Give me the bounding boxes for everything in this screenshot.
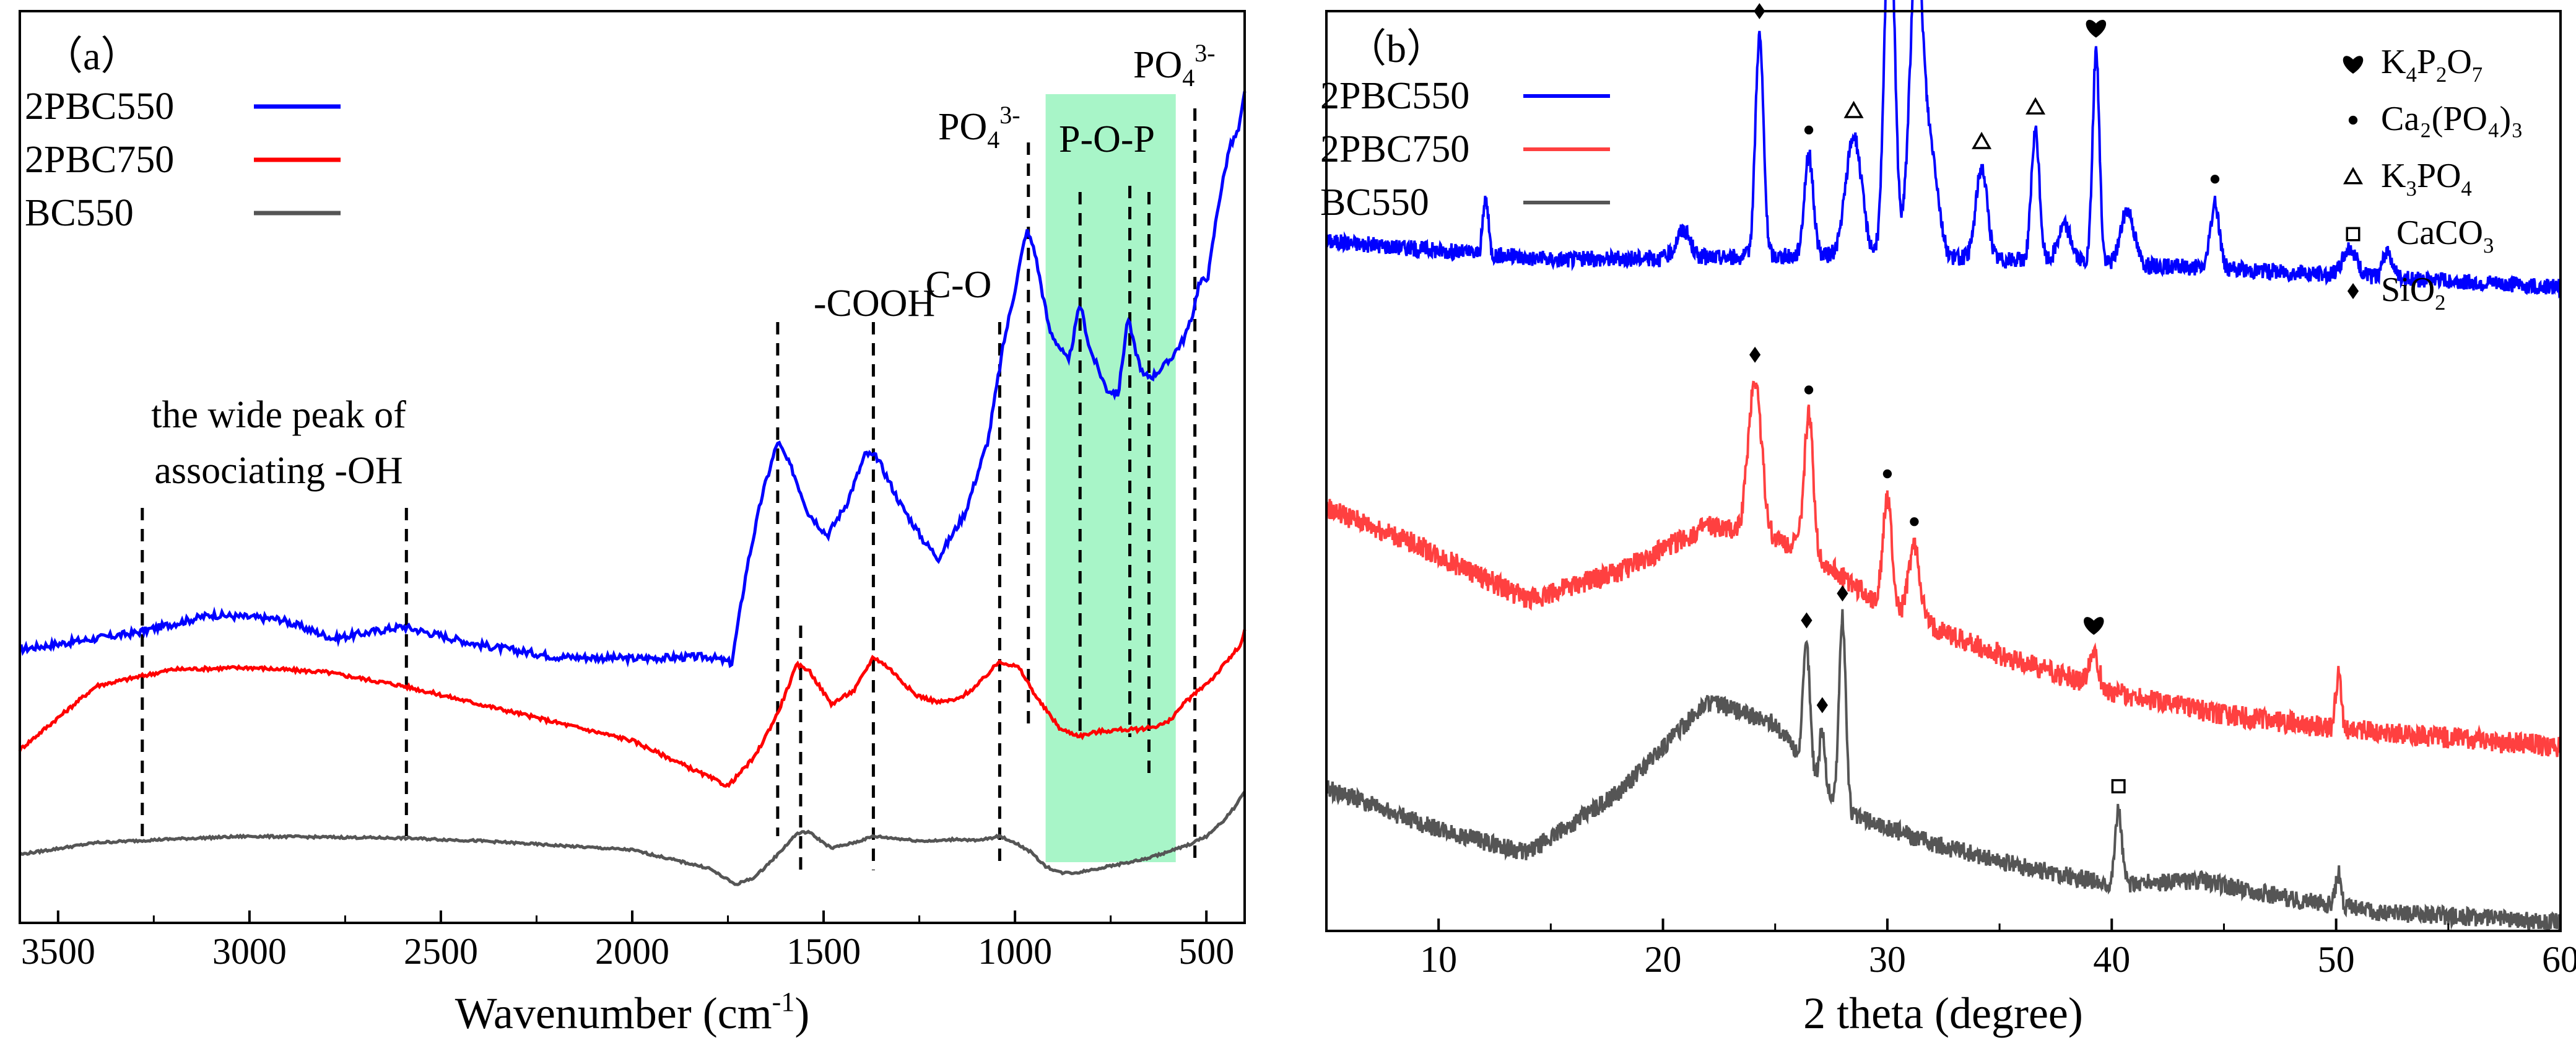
sio2-marker [1816, 697, 1828, 714]
phase-legend-label: K4P2O7 [2381, 43, 2482, 87]
k4p2o7-marker [2343, 56, 2364, 74]
ca2po43-marker [1882, 469, 1892, 479]
panel-b-peak-markers [1749, 2, 2220, 793]
panel-b-x-ticks: 10 20 30 40 50 60 [1325, 919, 2576, 980]
annotation-label: the wide peak of [151, 394, 406, 436]
sio2-marker [1837, 585, 1848, 602]
x-tick-label: 2000 [595, 931, 669, 972]
x-tick-label: 60 [2542, 939, 2576, 980]
legend-label: 2PBC550 [25, 85, 174, 128]
annotation-po4: PO43- [1133, 39, 1216, 92]
caco3-marker [2111, 779, 2126, 793]
ca2po43-marker [2210, 175, 2220, 184]
panel-a-reference-lines [141, 108, 1197, 870]
annotation-label: C-O [926, 264, 992, 306]
x-tick-label: 1500 [786, 931, 861, 972]
ca2po43-marker [1910, 517, 1919, 526]
series-line-2pbc750 [1325, 380, 2562, 758]
x-tick-label: 50 [2318, 939, 2355, 980]
panel-a-label: （a） [43, 34, 140, 78]
x-tick-label: 40 [2093, 939, 2130, 980]
panel-b-plot-frame [1325, 10, 2562, 932]
x-tick-label: 20 [1645, 939, 1682, 980]
legend-label: 2PBC550 [1320, 75, 1469, 117]
panel-b-phase-legend: K4P2O7 Ca₂(PO₄)₃ K3PO4 CaCO3 SiO2 [2343, 43, 2523, 315]
phase-legend-label: K3PO4 [2381, 157, 2472, 201]
ca2po43-marker [1804, 125, 1814, 135]
k3po4-marker [1843, 100, 1864, 118]
phase-legend-label: SiO2 [2381, 271, 2446, 315]
annotation-label: P-O-P [1059, 118, 1155, 160]
legend-label: 2PBC750 [25, 139, 174, 181]
panel-a-x-ticks: 3500 3000 2500 2000 1500 1000 500 [21, 910, 1234, 972]
annotation-label: associating -OH [154, 450, 402, 492]
ca2po43-marker [2348, 115, 2358, 125]
caco3-marker [2346, 227, 2361, 242]
x-tick-label: 2500 [404, 931, 478, 972]
p-o-p-highlight-band [1045, 94, 1176, 862]
legend-label: 2PBC750 [1320, 128, 1469, 170]
ca2po43-marker [1804, 385, 1814, 395]
panel-b-x-axis-label: 2 theta (degree) [1803, 989, 2083, 1038]
panel-a-ftir-chart: 3500 3000 2500 2000 1500 1000 500 （a） Wavenumb… [18, 10, 1247, 1038]
phase-legend-label: Ca₂(PO₄)₃ [2381, 100, 2523, 138]
series-line-2pbc550 [19, 91, 1247, 668]
series-line-2pbc750 [18, 629, 1247, 788]
x-tick-label: 1000 [978, 931, 1052, 972]
x-tick-label: 3500 [21, 931, 95, 972]
panel-b-series [1325, 0, 2562, 932]
k4p2o7-marker [2084, 617, 2104, 635]
series-line-bc550 [1325, 609, 2562, 932]
k4p2o7-marker [2086, 19, 2107, 38]
panel-b-legend: 2PBC550 2PBC750 BC550 [1320, 75, 1610, 224]
sio2-marker [1801, 612, 1812, 629]
annotation-label: -COOH [814, 282, 935, 325]
sio2-marker [1749, 346, 1761, 363]
k3po4-marker [2026, 97, 2046, 115]
k3po4-marker [1972, 131, 1992, 149]
legend-label: BC550 [1320, 181, 1429, 224]
phase-legend-label: CaCO3 [2396, 214, 2494, 258]
legend-label: BC550 [25, 192, 134, 234]
panel-a-series [18, 91, 1247, 886]
panel-a-x-axis-label: Wavenumber (cm-1) [455, 987, 810, 1038]
panel-b-xrd-chart: 10 20 30 40 50 60 （b） 2 theta (degree) 2PBC55… [1320, 0, 2576, 1038]
panel-b-label: （b） [1347, 27, 1446, 71]
panel-a-legend: 2PBC550 2PBC750 BC550 [25, 85, 341, 234]
k3po4-marker [2343, 167, 2364, 185]
x-tick-label: 30 [1869, 939, 1906, 980]
x-tick-label: 3000 [212, 931, 287, 972]
series-line-2pbc550 [1325, 0, 2562, 299]
series-line-bc550 [19, 790, 1247, 886]
sio2-marker [2347, 283, 2359, 299]
x-tick-label: 10 [1420, 939, 1457, 980]
x-tick-label: 500 [1178, 931, 1234, 972]
annotation-po4: PO43- [938, 101, 1020, 154]
